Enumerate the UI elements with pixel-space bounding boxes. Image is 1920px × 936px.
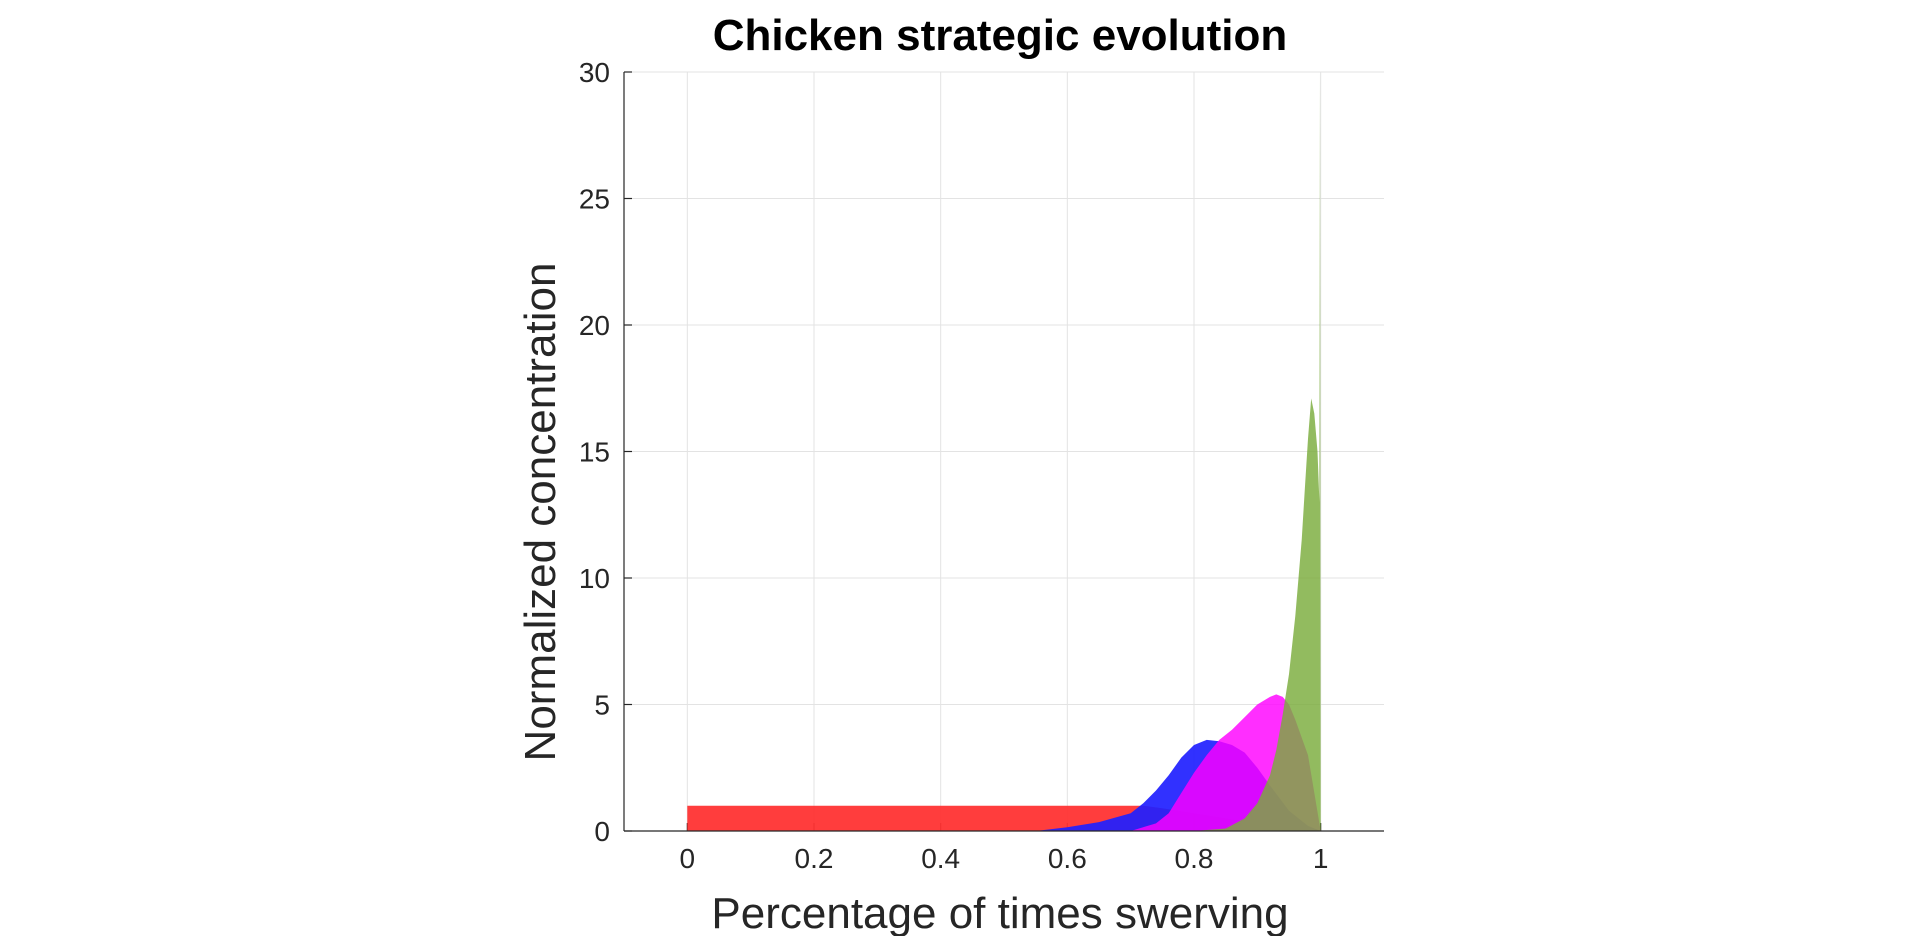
y-tick-label: 15 — [579, 437, 610, 468]
axes — [623, 72, 1384, 832]
x-tick-label: 0.6 — [1048, 843, 1087, 874]
y-tick-label: 30 — [579, 57, 610, 88]
y-tick-label: 0 — [594, 816, 610, 847]
y-tick-labels: 0 5 10 15 20 25 30 — [579, 57, 610, 847]
x-tick-labels: 0 0.2 0.4 0.6 0.8 1 — [680, 843, 1329, 874]
y-tick-label: 10 — [579, 563, 610, 594]
y-tick-label: 25 — [579, 184, 610, 215]
x-tick-label: 0 — [680, 843, 696, 874]
y-axis-label: Normalized concentration — [516, 263, 565, 762]
y-tick-label: 5 — [594, 690, 610, 721]
x-tick-label: 1 — [1313, 843, 1329, 874]
x-tick-label: 0.8 — [1175, 843, 1214, 874]
series-area-4 — [1194, 72, 1321, 831]
y-tick-label: 20 — [579, 310, 610, 341]
x-tick-label: 0.2 — [795, 843, 834, 874]
series-layer — [687, 72, 1321, 831]
x-axis-label: Percentage of times swerving — [711, 889, 1288, 936]
x-tick-label: 0.4 — [921, 843, 960, 874]
chart-title: Chicken strategic evolution — [713, 11, 1288, 60]
